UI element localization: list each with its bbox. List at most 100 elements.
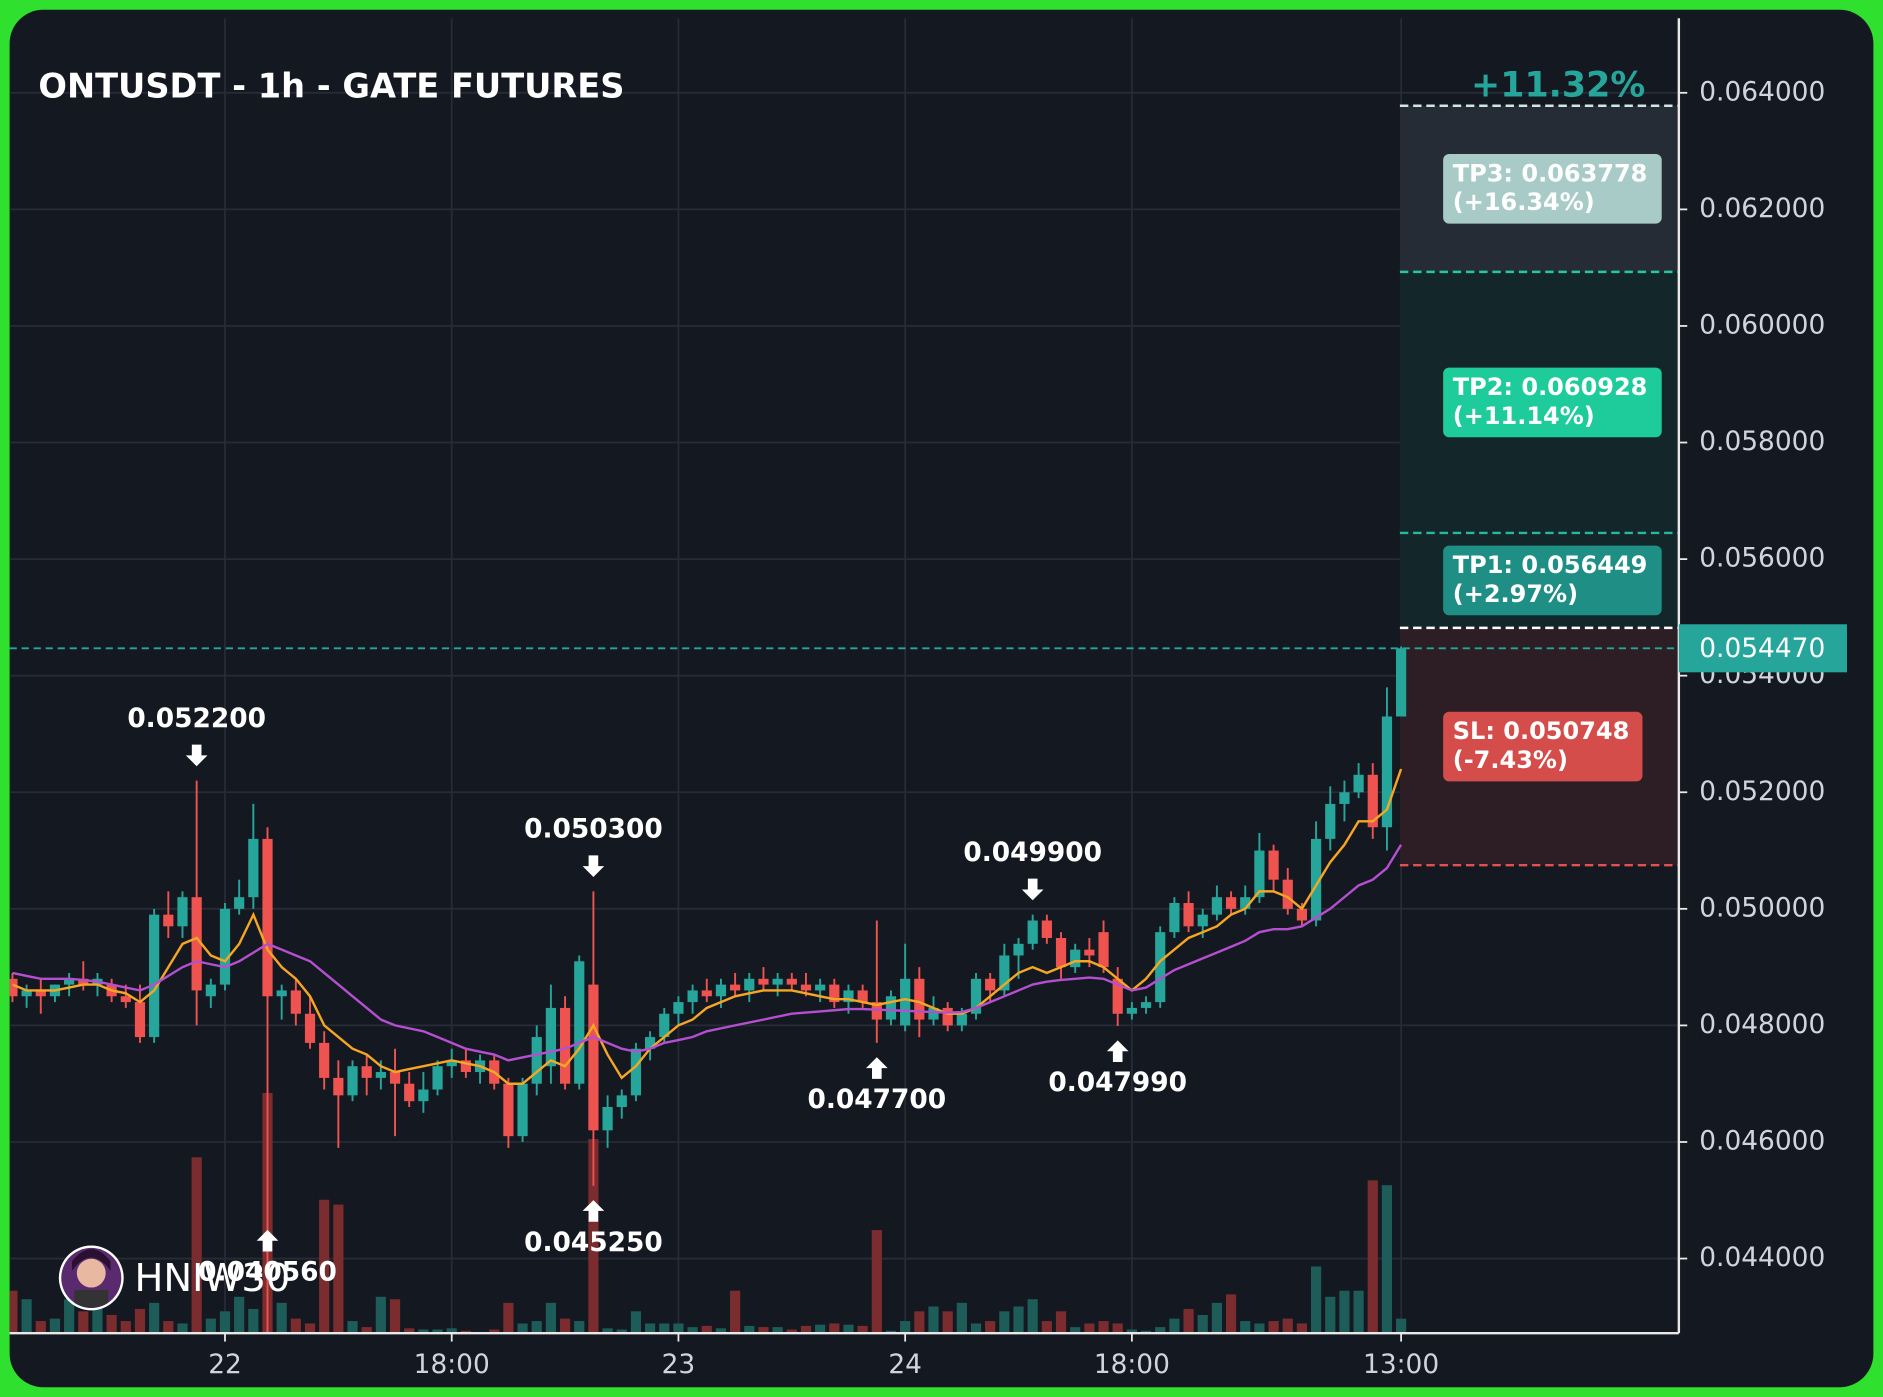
volume-bar [49, 1318, 61, 1334]
candle-body [1254, 850, 1265, 898]
annotation-label: 0.049900 [963, 837, 1102, 868]
x-tick-label: 22 [208, 1349, 242, 1380]
volume-bar [1240, 1321, 1251, 1334]
volume-bar [92, 1296, 103, 1334]
candle-body [248, 838, 259, 898]
candle-body [744, 978, 755, 991]
volume-bar [1353, 1290, 1364, 1334]
candle-body [1211, 897, 1223, 915]
volume-bar [942, 1311, 953, 1334]
volume-bar [1396, 1318, 1407, 1334]
candle-body [616, 1095, 627, 1108]
candle-body [602, 1107, 613, 1131]
watermark-text: HNIW30 [135, 1256, 291, 1301]
volume-bar [531, 1321, 542, 1334]
candle-body [1013, 943, 1024, 956]
candle-body [9, 978, 18, 997]
volume-bar [134, 1308, 146, 1334]
volume-bar [9, 1290, 18, 1334]
candle-body [503, 1083, 514, 1137]
volume-bar [163, 1321, 174, 1334]
volume-bar [1381, 1185, 1393, 1334]
volume-bar [829, 1323, 840, 1334]
candle-body [276, 990, 287, 997]
candle-body [559, 1007, 571, 1084]
level-label-box [1443, 367, 1662, 438]
volume-bar [1310, 1266, 1322, 1334]
volume-bar [616, 1329, 627, 1334]
y-tick-label: 0.048000 [1699, 1009, 1825, 1040]
volume-bar [1268, 1321, 1279, 1334]
annotation-label: 0.040560 [198, 1257, 337, 1288]
volume-bar [489, 1329, 500, 1334]
annotation-label: 0.050300 [524, 814, 663, 845]
candle-body [177, 897, 188, 927]
volume-bar [1013, 1306, 1024, 1334]
candle-body [914, 978, 925, 1020]
candle-body [786, 978, 797, 985]
candle-body [1041, 920, 1052, 938]
candle-body [1112, 978, 1123, 1014]
candle-body [574, 961, 585, 1084]
candle-body [1197, 914, 1208, 927]
candle-body [120, 996, 131, 1003]
x-tick-label: 18:00 [414, 1349, 490, 1380]
candle-body [389, 1072, 401, 1084]
candle-body [35, 990, 46, 997]
volume-bar [149, 1302, 160, 1334]
candle-body [163, 914, 174, 927]
volume-bar [205, 1318, 216, 1334]
candle-body [1126, 1007, 1137, 1014]
volume-bar [644, 1323, 656, 1334]
volume-bar [347, 1321, 358, 1334]
y-tick-label: 0.052000 [1699, 776, 1825, 807]
candle-body [234, 897, 245, 909]
volume-bar [319, 1199, 330, 1334]
candle-body [545, 1007, 557, 1067]
volume-bar [1296, 1323, 1308, 1334]
candle-body [1381, 716, 1393, 828]
candle-body [290, 990, 301, 1014]
volume-bar [956, 1302, 967, 1334]
candle-body [829, 984, 840, 1003]
candle-body [304, 1013, 316, 1043]
candle-body [1225, 897, 1237, 909]
candle-body [1367, 774, 1378, 828]
volume-bar [177, 1323, 188, 1334]
overlays: TP3: 0.063778(+16.34%) TP2: 0.060928(+11.… [9, 66, 1679, 1288]
candle-body [460, 1060, 471, 1073]
annotation-arrow [1106, 1040, 1129, 1063]
volume-bar [304, 1323, 316, 1334]
volume-bar [857, 1325, 868, 1334]
volume-bar [574, 1321, 585, 1334]
candle-body [205, 984, 216, 997]
volume-bar [1084, 1323, 1095, 1334]
volume-bar [715, 1328, 727, 1334]
candle-body [64, 978, 75, 985]
candle-body [1183, 903, 1194, 927]
annotation-label: 0.052200 [127, 703, 266, 734]
candle-body [644, 1037, 656, 1049]
volume-bar [673, 1323, 684, 1334]
volume-bar [744, 1325, 755, 1334]
y-tick-label: 0.056000 [1699, 543, 1825, 574]
candle-body [999, 955, 1010, 991]
volume-bar [928, 1306, 939, 1334]
candle-body [432, 1066, 443, 1090]
level-label: TP1: 0.056449 [1453, 551, 1648, 579]
candle-body [1353, 774, 1364, 793]
candle-body [630, 1048, 642, 1096]
current-price-box [1678, 624, 1847, 673]
volume-bar [758, 1327, 769, 1334]
candle-body [319, 1042, 330, 1078]
volume-bar [460, 1330, 471, 1334]
moving-average [12, 844, 1403, 1062]
volume-bar [517, 1323, 528, 1334]
candle-body [687, 990, 698, 1003]
volume-bar [659, 1323, 670, 1334]
volume-bar [1197, 1314, 1208, 1334]
volume-bar [630, 1311, 642, 1334]
candle-body [149, 914, 160, 1038]
volume-bar [1126, 1329, 1137, 1334]
candle-body [715, 984, 727, 997]
